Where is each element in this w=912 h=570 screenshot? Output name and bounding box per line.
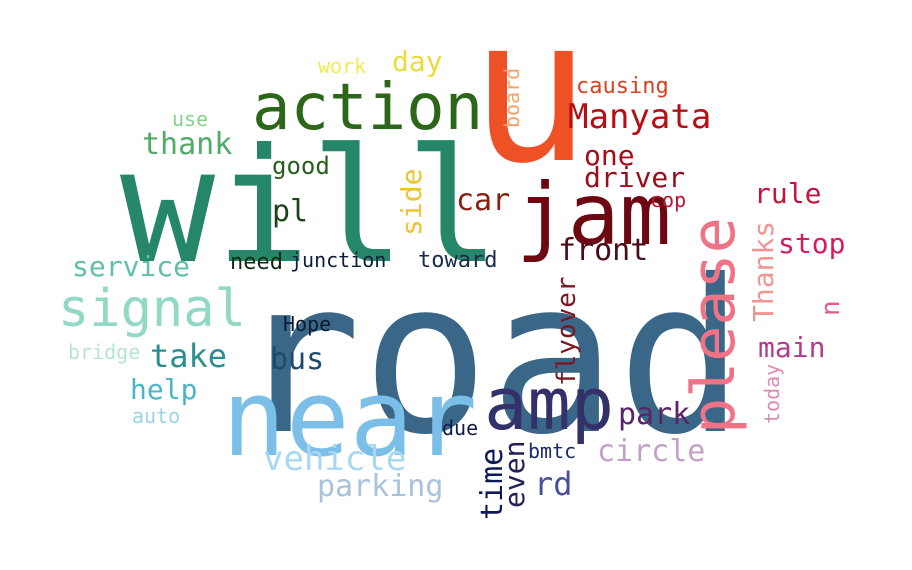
word-stop: stop [778,227,846,260]
word-need: need [230,250,283,275]
word-side: side [395,168,428,236]
word-manyata: Manyata [568,97,712,137]
word-use: use [172,107,209,131]
word-auto: auto [132,404,181,428]
word-thank: thank [142,127,233,162]
word-good: good [272,152,330,180]
word-work: work [318,54,367,78]
word-service: service [72,250,191,283]
word-flyover: flyover [552,276,582,386]
word-action: action [252,71,484,145]
word-jam: jam [516,165,672,265]
word-vehicle: vehicle [263,439,407,479]
word-bus: bus [270,342,325,377]
word-day: day [392,45,443,78]
word-near: near [222,357,478,480]
word-board: board [500,67,524,128]
word-car: car [456,183,511,218]
word-please: please [679,217,749,434]
word-even: even [498,440,531,508]
word-park: park [618,397,691,432]
word-road: road [234,234,745,481]
word-today: today [760,363,784,424]
word-amp: amp [484,362,615,446]
word-driver: driver [584,161,686,194]
word-due: due [442,416,479,440]
word-u: u [470,0,591,208]
word-bmtc: bmtc [528,439,577,463]
word-take: take [150,337,228,375]
word-will: will [120,115,501,299]
word-n: n [816,300,846,316]
word-junction: junction [290,248,387,272]
word-pl: pl [272,194,309,229]
word-rd: rd [534,465,573,503]
word-cop: cop [650,188,687,212]
word-hope: Hope [283,312,332,336]
word-circle: circle [597,434,706,469]
word-help: help [130,373,198,406]
word-one: one [584,139,635,172]
word-bridge: bridge [68,340,141,364]
word-thanks: Thanks [747,220,780,322]
word-causing: causing [576,74,669,99]
word-signal: signal [58,279,246,339]
word-front: front [558,233,649,268]
word-rule: rule [754,177,822,210]
word-toward: toward [418,248,498,273]
word-parking: parking [317,469,444,504]
word-main: main [758,331,826,364]
